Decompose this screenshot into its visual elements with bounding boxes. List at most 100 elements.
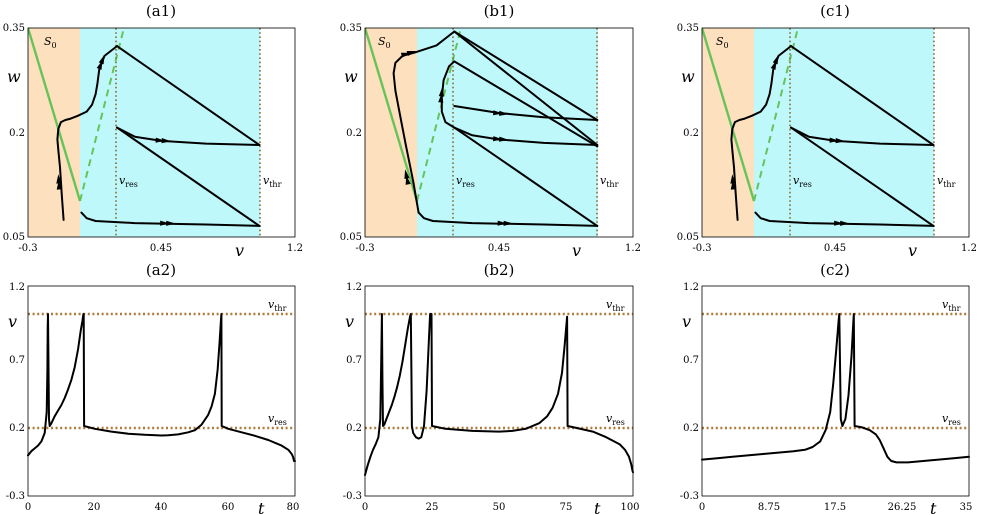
x-tick: 26.25	[888, 502, 917, 513]
y-tick: 0.2	[683, 423, 699, 434]
trajectory-segment	[116, 126, 261, 227]
y-tick: 0.7	[9, 355, 25, 366]
x-tick: 0.45	[150, 243, 172, 254]
s0-label: S0	[378, 35, 391, 50]
direction-arrow	[400, 52, 411, 58]
x-tick: 1.2	[625, 243, 641, 254]
x-tick: -0.3	[355, 243, 374, 254]
direction-arrow	[161, 138, 171, 144]
x-tick: 8.75	[758, 502, 780, 513]
y-tick: -0.3	[680, 491, 699, 502]
panel-c2: (c2) vthr vres 1.2 0.7 0.2 -0.3 v 0 8.75…	[680, 261, 973, 515]
x-tick: 0.45	[824, 243, 846, 254]
direction-arrow	[160, 220, 170, 226]
trajectory-segment	[453, 105, 599, 121]
trajectories	[730, 45, 935, 227]
x-axis-label: t	[594, 499, 601, 515]
v-res-label: vres	[606, 412, 625, 427]
y-tick: 0.35	[340, 23, 362, 34]
trajectory-segment	[417, 211, 599, 227]
axes-frame	[701, 27, 970, 238]
y-axis-label: w	[7, 67, 21, 86]
x-tick: 0.45	[488, 243, 510, 254]
direction-arrow	[503, 220, 513, 226]
direction-arrow	[730, 180, 736, 190]
direction-arrow	[499, 136, 509, 142]
panel-title: (c2)	[820, 261, 850, 279]
panel-title: (b2)	[484, 261, 515, 279]
y-axis-label: w	[681, 67, 695, 86]
direction-arrow	[405, 175, 411, 185]
x-tick: 1.2	[287, 243, 303, 254]
direction-arrow	[166, 220, 176, 226]
panel-title: (b1)	[484, 2, 515, 20]
voltage-line	[701, 313, 970, 464]
left-region	[28, 28, 80, 237]
trajectory-segment	[80, 211, 261, 227]
panel-c1: (c1) S0 vres vthr 0.35 0.2 0.05 w -0.3 0…	[677, 2, 977, 260]
y-tick: 0.35	[3, 23, 25, 34]
axes-frame	[27, 285, 296, 497]
v-thr-label: vthr	[937, 174, 956, 189]
y-tick: 1.2	[683, 282, 699, 293]
v-res-label: vres	[268, 412, 287, 427]
trajectory-segment	[56, 45, 118, 221]
y-tick: 1.2	[9, 282, 25, 293]
trajectories	[56, 45, 261, 227]
trajectory-segment	[453, 126, 599, 227]
v-thr-label: vthr	[268, 298, 287, 313]
x-axis-label: v	[235, 241, 244, 260]
x-tick: 17.5	[824, 502, 846, 513]
x-tick: 50	[493, 502, 506, 513]
y-axis-label: v	[8, 312, 17, 331]
trajectory-segment	[453, 30, 599, 146]
direction-arrow	[835, 138, 845, 144]
direction-arrow	[96, 60, 103, 70]
trajectory-segment	[453, 30, 599, 121]
voltage-trace	[701, 313, 970, 464]
voltage-trace	[364, 313, 634, 476]
trajectory-segment	[730, 45, 792, 221]
v-thr-label: vthr	[606, 298, 625, 313]
direction-arrow	[497, 220, 507, 226]
direction-arrow	[499, 110, 509, 116]
trajectory-segment	[116, 45, 261, 146]
y-tick: 0.7	[683, 355, 699, 366]
trajectory-segment	[790, 126, 935, 227]
axes-frame	[364, 27, 634, 238]
direction-arrow	[406, 51, 417, 56]
x-axis-label: v	[572, 241, 581, 260]
axes-frame	[27, 27, 296, 238]
y-tick: 0.2	[346, 423, 362, 434]
nullcline-s0	[702, 28, 756, 202]
nullcline-s0	[365, 28, 419, 202]
s0-label: S0	[44, 35, 57, 50]
panel-a1: (a1) S0 vres vthr 0.35 0.2 0.05 w -0.3 0…	[3, 2, 303, 260]
panel-title: (a1)	[146, 2, 176, 20]
axes-frame	[701, 285, 970, 497]
x-tick: 20	[88, 502, 101, 513]
panel-b1: (b1) S0 vres vthr 0.35 0.2 0.05 w -0.3 0…	[340, 2, 641, 260]
x-tick: 75	[560, 502, 573, 513]
v-res-label: vres	[793, 174, 812, 189]
x-tick: -0.3	[18, 243, 37, 254]
x-tick: 0	[699, 502, 705, 513]
trajectory-segment	[754, 211, 935, 227]
voltage-line	[27, 313, 296, 462]
x-tick: 25	[426, 502, 439, 513]
y-tick: 0.35	[677, 23, 699, 34]
voltage-trace	[27, 313, 296, 462]
y-tick: -0.3	[6, 491, 25, 502]
direction-arrow	[730, 174, 736, 184]
panel-b2: (b2) vthr vres 1.2 0.7 0.2 -0.3 v 0 25 5…	[343, 261, 640, 515]
y-tick: 0.2	[9, 128, 25, 139]
direction-arrow	[438, 93, 444, 103]
x-tick: 0	[362, 502, 368, 513]
v-thr-label: vthr	[263, 174, 282, 189]
direction-arrow	[438, 87, 444, 97]
y-tick: 0.05	[677, 232, 699, 243]
direction-arrow	[770, 60, 777, 70]
nullcline-s0	[28, 28, 82, 202]
x-tick: 1.2	[961, 243, 977, 254]
